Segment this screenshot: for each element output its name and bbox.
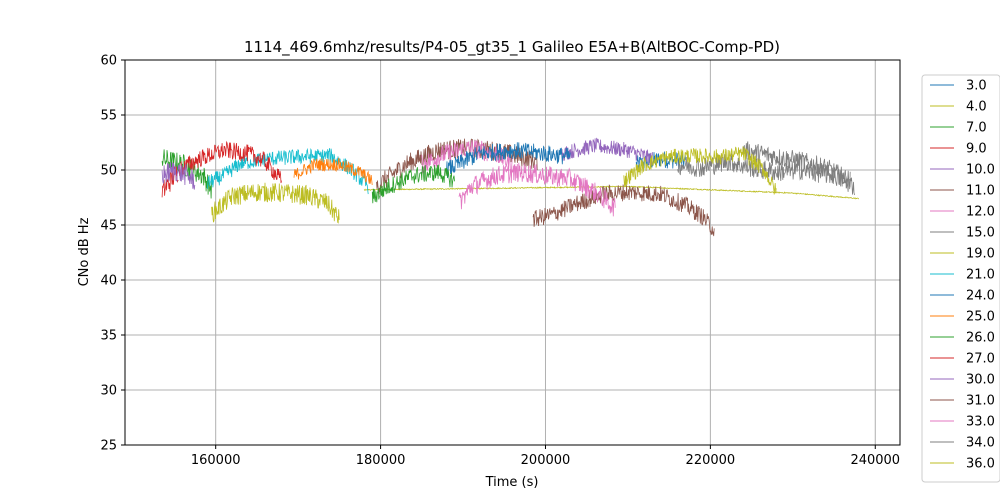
legend-box — [921, 74, 1000, 483]
y-axis: 25 30 35 40 45 50 55 60 — [100, 54, 125, 454]
legend-label: 30.0 — [966, 373, 995, 388]
legend-label: 36.0 — [966, 457, 995, 472]
series-line-4.0 — [363, 185, 860, 200]
legend-label: 4.0 — [966, 100, 987, 115]
legend-label: 26.0 — [966, 331, 995, 346]
y-tick-label: 55 — [100, 109, 117, 124]
y-tick-label: 35 — [100, 329, 117, 344]
plot-frame — [124, 59, 901, 446]
series-line-31.0 — [532, 184, 715, 237]
legend-label: 19.0 — [966, 247, 995, 262]
series-line-34.0 — [677, 153, 855, 196]
series-line-25.0 — [293, 157, 373, 186]
y-tick-label: 50 — [100, 164, 117, 179]
chart-title: 1114_469.6mhz/results/P4-05_gt35_1 Galil… — [244, 38, 780, 57]
series-line-27.0 — [178, 140, 282, 184]
series-line-10.0 — [561, 137, 653, 166]
legend-label: 24.0 — [966, 289, 995, 304]
legend-label: 12.0 — [966, 205, 995, 220]
x-tick-label: 180000 — [356, 453, 406, 468]
legend-label: 15.0 — [966, 226, 995, 241]
x-tick-label: 220000 — [686, 453, 736, 468]
y-tick-label: 60 — [100, 54, 117, 69]
x-axis-label: Time (s) — [485, 475, 539, 490]
legend-label: 25.0 — [966, 310, 995, 325]
legend-label: 21.0 — [966, 268, 995, 283]
y-tick-label: 40 — [100, 274, 117, 289]
series-line-26.0 — [371, 164, 455, 204]
legend-label: 31.0 — [966, 394, 995, 409]
legend-label: 9.0 — [966, 142, 987, 157]
x-axis: 160000 180000 200000 220000 240000 — [191, 445, 900, 468]
legend-label: 3.0 — [966, 79, 987, 94]
series-line-33.0 — [458, 162, 616, 217]
y-tick-label: 45 — [100, 219, 117, 234]
series-line-11.0 — [376, 138, 538, 195]
grid-lines — [125, 59, 900, 446]
series-line-24.0 — [446, 142, 571, 179]
x-tick-label: 160000 — [191, 453, 241, 468]
series-line-7.0 — [161, 149, 212, 199]
series-line-19.0 — [211, 182, 340, 224]
x-tick-label: 240000 — [850, 453, 900, 468]
y-axis-label: CNo dB Hz — [77, 217, 92, 286]
legend-label: 10.0 — [966, 163, 995, 178]
series-line-30.0 — [161, 161, 196, 190]
plot-area — [161, 137, 860, 237]
series-line-15.0 — [743, 141, 851, 190]
legend-label: 33.0 — [966, 415, 995, 430]
legend-label: 11.0 — [966, 184, 995, 199]
legend-label: 7.0 — [966, 121, 987, 136]
legend-label: 34.0 — [966, 436, 995, 451]
legend: 3.0 4.0 7.0 9.0 10.0 11.0 12.0 15.0 19.0 21.0 24.0… — [921, 74, 1000, 483]
x-tick-label: 200000 — [521, 453, 571, 468]
legend-label: 27.0 — [966, 352, 995, 367]
series-line-36.0 — [623, 146, 777, 195]
y-tick-label: 30 — [100, 384, 117, 399]
y-tick-label: 25 — [100, 439, 117, 454]
